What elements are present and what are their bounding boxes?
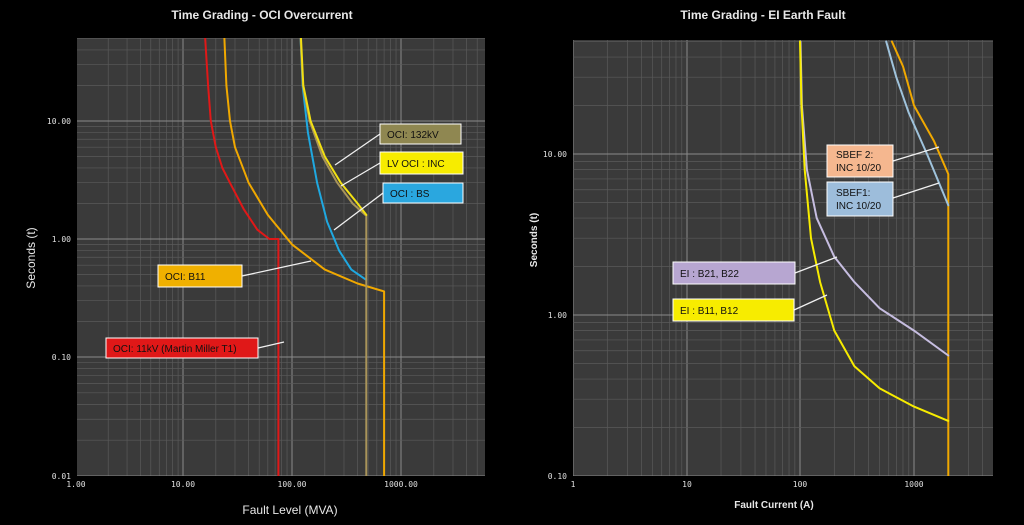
y-axis-label: Seconds (t) <box>24 227 38 288</box>
series-label-text: OCI: 132kV <box>387 130 439 141</box>
series-label-box <box>379 151 464 175</box>
x-tick-label: 10 <box>682 480 692 489</box>
y-axis-label: Seconds (t) <box>529 213 540 267</box>
leader-line <box>794 256 838 274</box>
leader-line <box>257 341 285 349</box>
series-label-text: OCI : BS <box>390 189 430 200</box>
grid <box>77 38 485 476</box>
oci-overcurrent-chart: Time Grading - OCI Overcurrent 1.00 10.00… <box>0 0 500 525</box>
leader-line <box>892 146 940 162</box>
y-tick-label: 0.10 <box>548 472 567 481</box>
series-label-box <box>382 182 464 204</box>
series-label-text: SBEF 2: <box>836 150 873 161</box>
x-axis-label: Fault Level (MVA) <box>242 503 337 517</box>
series-line <box>885 40 950 207</box>
series-label-text: EI : B21, B22 <box>680 269 739 280</box>
oci-overcurrent-plot: 1.00 10.00 100.00 1000.00 0.01 0.10 1.00 10.00 F… <box>24 38 485 517</box>
y-tick-label: 0.01 <box>52 472 71 481</box>
series-line <box>300 38 368 216</box>
series-label-text: EI : B11, B12 <box>680 306 739 317</box>
chart-title: Time Grading - OCI Overcurrent <box>171 8 353 22</box>
grid <box>573 40 993 476</box>
series-line <box>204 38 280 476</box>
y-tick-label: 1.00 <box>548 311 567 320</box>
leader-line <box>241 260 312 277</box>
x-tick-label: 100.00 <box>278 480 307 489</box>
x-tick-label: 100 <box>793 480 808 489</box>
x-tick-label: 1.00 <box>66 480 85 489</box>
series-line <box>890 40 950 476</box>
plot-area <box>573 40 993 476</box>
x-axis-label: Fault Current (A) <box>734 500 813 511</box>
leader-line <box>340 162 381 187</box>
ei-earth-fault-chart: Time Grading - EI Earth Fault 1 10 100 1000… <box>512 0 1024 525</box>
series-line <box>799 40 950 422</box>
x-tick-label: 1000 <box>904 480 923 489</box>
y-tick-label: 0.10 <box>52 353 71 362</box>
series-label-box <box>826 144 894 178</box>
series-line <box>223 38 386 476</box>
x-tick-label: 1000.00 <box>384 480 418 489</box>
series-label-text: OCI: B11 <box>165 272 206 283</box>
series-label-box <box>379 123 462 145</box>
chart-title: Time Grading - EI Earth Fault <box>680 8 846 22</box>
series-label-box <box>826 181 894 217</box>
series-label-text: SBEF1: <box>836 188 870 199</box>
leader-line <box>334 133 381 166</box>
leader-line <box>793 294 828 311</box>
y-tick-label: 10.00 <box>47 117 71 126</box>
series-label-text: INC 10/20 <box>836 163 881 174</box>
leader-line <box>892 182 940 199</box>
y-tick-label: 1.00 <box>52 235 71 244</box>
series-label-box <box>105 337 259 359</box>
y-tick-label: 10.00 <box>543 150 567 159</box>
series-group <box>204 38 386 476</box>
series-label-box <box>672 261 796 285</box>
series-label-box <box>672 298 795 322</box>
series-label-text: INC 10/20 <box>836 201 881 212</box>
ei-earth-fault-plot: 1 10 100 1000 0.10 1.00 10.00 Fault Current (A)… <box>529 40 993 511</box>
series-label-text: OCI: 11kV (Martin Miller T1) <box>113 344 237 355</box>
x-tick-label: 10.00 <box>171 480 195 489</box>
leader-line <box>333 192 384 231</box>
series-label-box <box>157 264 243 288</box>
series-group <box>799 40 950 476</box>
x-tick-label: 1 <box>571 480 576 489</box>
series-label-text: LV OCI : INC <box>387 159 445 170</box>
